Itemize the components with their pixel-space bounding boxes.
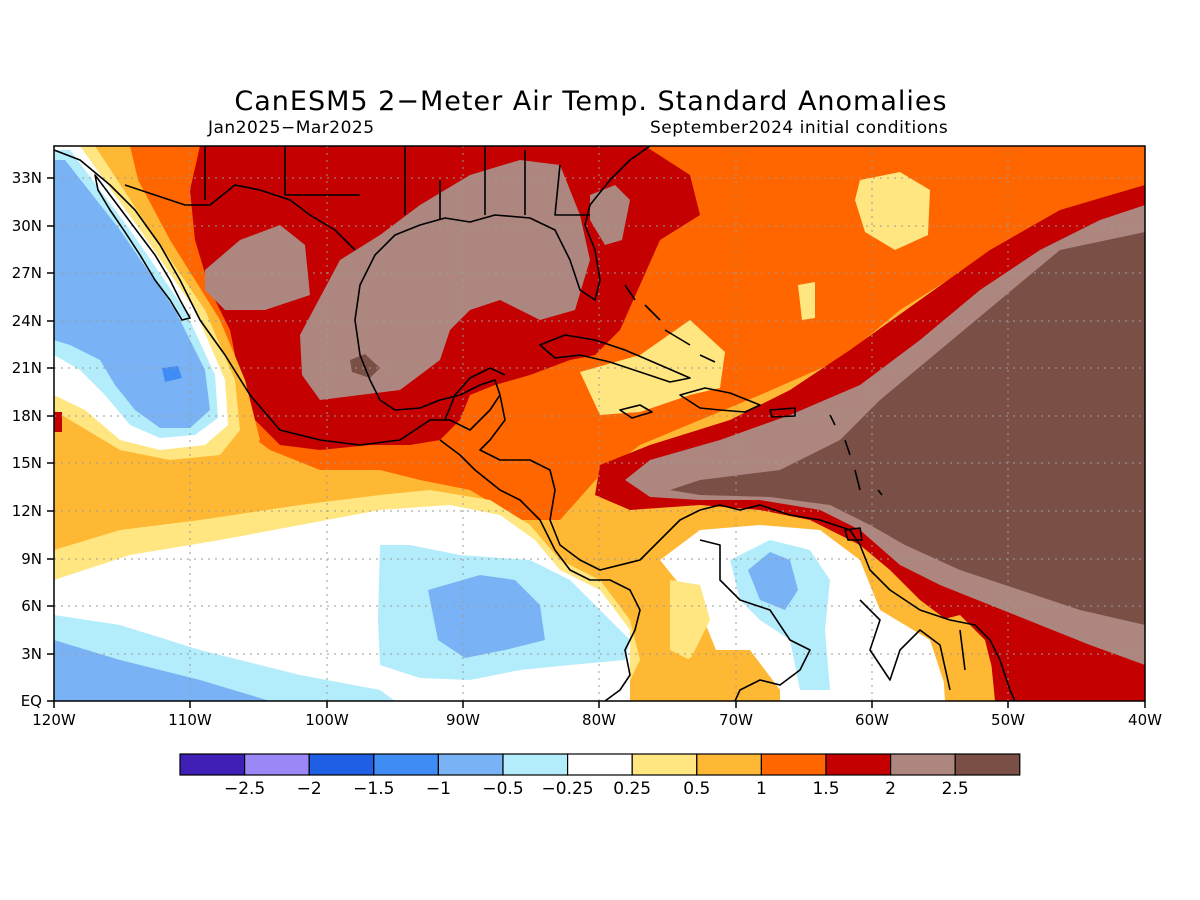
coastlines bbox=[54, 146, 1016, 701]
lon-label: 80W bbox=[582, 711, 616, 729]
colorbar-swatch bbox=[760, 753, 827, 776]
anomaly-region bbox=[205, 225, 310, 310]
colorbar-label: −0.25 bbox=[542, 779, 594, 799]
anomaly-region bbox=[855, 172, 930, 250]
anomaly-region bbox=[54, 640, 270, 701]
coastline-central-america bbox=[439, 439, 641, 701]
initial-conditions: September2024 initial conditions bbox=[650, 118, 949, 138]
lat-label: 33N bbox=[12, 169, 42, 187]
lon-label: 70W bbox=[719, 711, 753, 729]
anomaly-region bbox=[590, 185, 630, 245]
lat-label: 3N bbox=[21, 645, 42, 663]
axis-ticks bbox=[47, 177, 1146, 708]
anomaly-region bbox=[670, 580, 710, 660]
lon-label: 60W bbox=[855, 711, 889, 729]
colorbar-swatch bbox=[566, 753, 633, 776]
colorbar-swatch bbox=[631, 753, 698, 776]
lon-label: 110W bbox=[168, 711, 212, 729]
lat-label: 9N bbox=[21, 550, 42, 568]
forecast-period: Jan2025−Mar2025 bbox=[208, 118, 375, 138]
colorbar-swatch bbox=[502, 753, 569, 776]
anomaly-region bbox=[798, 282, 815, 320]
lat-label: 30N bbox=[12, 217, 42, 235]
colorbar-label: −2.5 bbox=[224, 779, 265, 799]
anomaly-region bbox=[300, 160, 590, 400]
anomaly-region bbox=[748, 552, 798, 610]
colorbar-label: 0.25 bbox=[613, 779, 651, 799]
colorbar-swatch bbox=[889, 753, 956, 776]
colorbar-label: −1.5 bbox=[353, 779, 394, 799]
lon-label: 120W bbox=[32, 711, 76, 729]
coastline-north-america bbox=[54, 146, 651, 446]
anomaly-region bbox=[54, 160, 210, 428]
colorbar-swatch bbox=[244, 753, 310, 776]
lat-label: EQ bbox=[21, 692, 42, 710]
lat-label: 15N bbox=[12, 454, 42, 472]
anomaly-region bbox=[900, 146, 1145, 180]
colorbar-swatch bbox=[696, 753, 762, 776]
lon-label: 40W bbox=[1128, 711, 1162, 729]
colorbar-swatch bbox=[825, 753, 892, 776]
anomaly-region bbox=[650, 650, 780, 701]
coastline-lesser-antilles bbox=[829, 414, 883, 496]
coastline-jamaica bbox=[619, 404, 653, 419]
coastline-caribbean-ca bbox=[479, 394, 701, 571]
colorbar-swatch bbox=[373, 753, 439, 776]
lon-label: 90W bbox=[446, 711, 480, 729]
colorbar-swatch bbox=[179, 753, 246, 776]
anomaly-region bbox=[428, 575, 545, 658]
colorbar-label: 2 bbox=[885, 779, 896, 799]
coastline-bahamas bbox=[624, 284, 716, 363]
lat-label: 27N bbox=[12, 264, 42, 282]
lon-label: 50W bbox=[991, 711, 1025, 729]
anomaly-region bbox=[162, 366, 182, 382]
lat-label: 12N bbox=[12, 502, 42, 520]
anomaly-region bbox=[54, 412, 62, 432]
border-venezuela bbox=[699, 539, 811, 701]
map-title: CanESM5 2−Meter Air Temp. Standard Anoma… bbox=[234, 86, 948, 117]
anomaly-region bbox=[940, 615, 1000, 701]
coastline-hispaniola bbox=[679, 387, 761, 413]
lat-label: 18N bbox=[12, 407, 42, 425]
coastline-yucatan bbox=[444, 367, 506, 421]
anomaly-region bbox=[670, 232, 1145, 625]
colorbar-label: −1 bbox=[426, 779, 451, 799]
us-state-lines bbox=[204, 146, 590, 220]
colorbar-label: 2.5 bbox=[942, 779, 969, 799]
coastline-trinidad bbox=[844, 527, 863, 541]
colorbar-label: 1.5 bbox=[812, 779, 839, 799]
lat-label: 24N bbox=[12, 312, 42, 330]
lat-label: 6N bbox=[21, 597, 42, 615]
coastline-south-america bbox=[699, 504, 1016, 701]
colorbar: −2.5 −2 −1.5 −1 −0.5 −0.25 0.25 0.5 1 1.5 2 2.5 bbox=[179, 753, 1021, 799]
coastline-puerto-rico bbox=[769, 407, 796, 418]
colorbar-label: −0.5 bbox=[482, 779, 523, 799]
coastline-baja bbox=[94, 174, 191, 321]
graticule bbox=[54, 146, 1145, 701]
colorbar-swatch bbox=[308, 753, 375, 776]
lat-label: 21N bbox=[12, 359, 42, 377]
colorbar-swatch bbox=[954, 753, 1021, 776]
coastline-cuba bbox=[539, 334, 691, 383]
colorbar-label: −2 bbox=[297, 779, 322, 799]
colorbar-label: 0.5 bbox=[683, 779, 710, 799]
lon-label: 100W bbox=[305, 711, 349, 729]
anomaly-field bbox=[54, 146, 1145, 701]
colorbar-label: 1 bbox=[756, 779, 767, 799]
border-guianas bbox=[859, 599, 966, 691]
border-us-mexico bbox=[124, 184, 356, 251]
colorbar-swatch bbox=[437, 753, 504, 776]
